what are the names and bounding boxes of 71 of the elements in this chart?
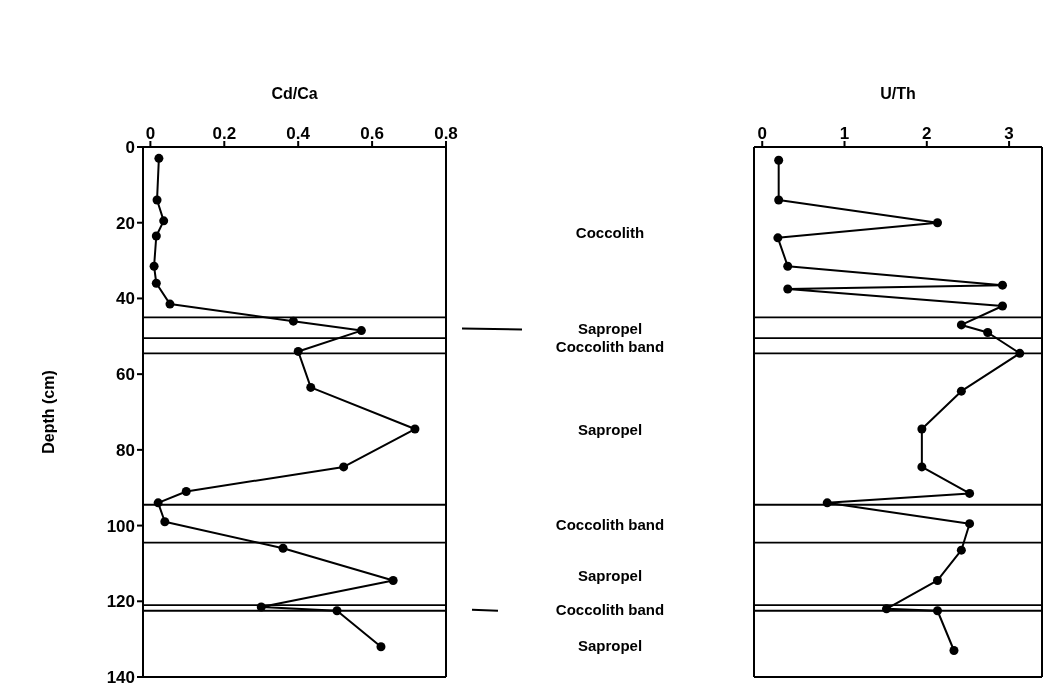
point bbox=[933, 606, 942, 616]
y-tick-label: 140 bbox=[106, 668, 135, 688]
point bbox=[149, 261, 159, 271]
text: Coccolith band bbox=[555, 516, 665, 534]
x-tick-label: 0.2 bbox=[212, 124, 237, 143]
x-axis-title: Cd/Ca bbox=[271, 85, 318, 103]
x-tick-label: 0 bbox=[145, 124, 156, 143]
point bbox=[339, 462, 349, 472]
point bbox=[933, 575, 942, 585]
point bbox=[332, 606, 342, 616]
y-tick-label: 80 bbox=[116, 440, 135, 460]
point bbox=[881, 604, 891, 614]
point bbox=[774, 195, 784, 205]
y-tick-label: 120 bbox=[106, 592, 135, 612]
point bbox=[783, 284, 793, 294]
x-tick-label: 0.4 bbox=[286, 124, 311, 143]
text: Sapropel bbox=[577, 637, 643, 654]
point bbox=[152, 195, 162, 205]
point bbox=[388, 575, 398, 585]
point bbox=[998, 280, 1007, 290]
y-tick-label: 40 bbox=[116, 289, 135, 309]
x-tick-label: 1 bbox=[839, 124, 850, 143]
point bbox=[288, 316, 298, 326]
text: Coccolith band bbox=[555, 337, 665, 355]
point bbox=[256, 602, 266, 612]
point bbox=[822, 498, 832, 508]
x-tick-label: 0 bbox=[757, 124, 767, 143]
point bbox=[165, 299, 175, 309]
point bbox=[153, 498, 163, 508]
point bbox=[917, 424, 927, 434]
text: Sapropel bbox=[577, 421, 643, 439]
point bbox=[783, 261, 793, 271]
point bbox=[376, 642, 386, 652]
x-tick-label: 0.6 bbox=[360, 124, 384, 143]
point bbox=[956, 386, 966, 396]
point bbox=[410, 424, 420, 434]
point bbox=[956, 545, 966, 555]
point bbox=[965, 488, 975, 498]
point bbox=[965, 519, 975, 529]
x-axis-title: U/Th bbox=[880, 85, 916, 103]
point bbox=[151, 231, 161, 241]
y-tick-label: 100 bbox=[106, 516, 135, 536]
text: Sapropel bbox=[577, 566, 643, 584]
point bbox=[306, 382, 316, 392]
point bbox=[154, 153, 164, 163]
y-tick-label: 60 bbox=[116, 365, 135, 385]
text: Coccolith bbox=[575, 223, 645, 241]
point bbox=[1015, 348, 1025, 358]
point bbox=[151, 278, 161, 288]
point bbox=[181, 487, 191, 496]
point bbox=[160, 517, 170, 527]
point bbox=[917, 462, 927, 472]
point bbox=[774, 155, 784, 165]
point bbox=[949, 646, 959, 655]
point bbox=[773, 233, 783, 243]
x-tick-label: 2 bbox=[922, 124, 932, 143]
x-tick-label: 3 bbox=[1004, 124, 1014, 143]
text: Sapropel bbox=[577, 319, 643, 337]
point bbox=[983, 328, 993, 337]
text: Coccolith band bbox=[555, 600, 665, 618]
point bbox=[933, 218, 942, 228]
y-tick-label: 0 bbox=[125, 138, 135, 158]
y-tick-label: 20 bbox=[116, 213, 135, 233]
point bbox=[278, 543, 288, 553]
point bbox=[998, 301, 1007, 311]
point bbox=[293, 346, 303, 356]
point bbox=[159, 216, 169, 226]
y-axis-title: Depth (cm) bbox=[39, 370, 57, 454]
point bbox=[956, 320, 966, 330]
x-tick-label: 0.8 bbox=[434, 124, 458, 143]
point bbox=[356, 326, 366, 336]
